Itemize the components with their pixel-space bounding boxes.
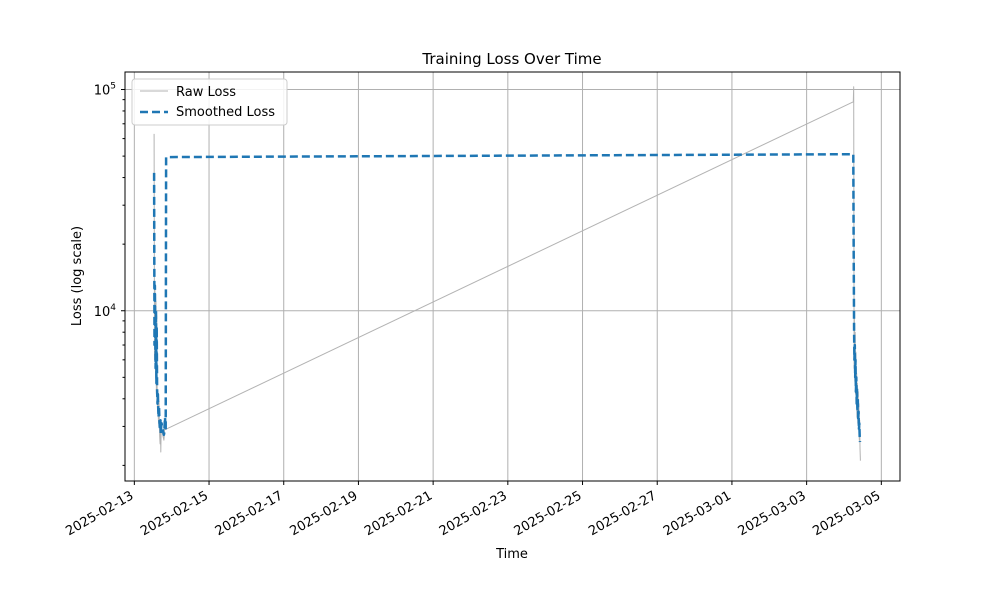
y-tick-label: 105 — [94, 82, 116, 99]
x-axis-label: Time — [495, 547, 528, 562]
y-tick-label: 104 — [94, 303, 117, 320]
plot-frame — [124, 71, 901, 482]
grid — [125, 72, 900, 481]
y-axis-label: Loss (log scale) — [70, 226, 85, 326]
series-layer — [152, 86, 862, 461]
smoothed-loss-line — [152, 152, 862, 443]
legend: Raw Loss Smoothed Loss — [131, 78, 288, 126]
legend-raw-label: Raw Loss — [176, 85, 236, 100]
legend-box — [131, 78, 288, 126]
legend-smoothed-label: Smoothed Loss — [176, 105, 275, 120]
chart-title: Training Loss Over Time — [421, 50, 601, 68]
